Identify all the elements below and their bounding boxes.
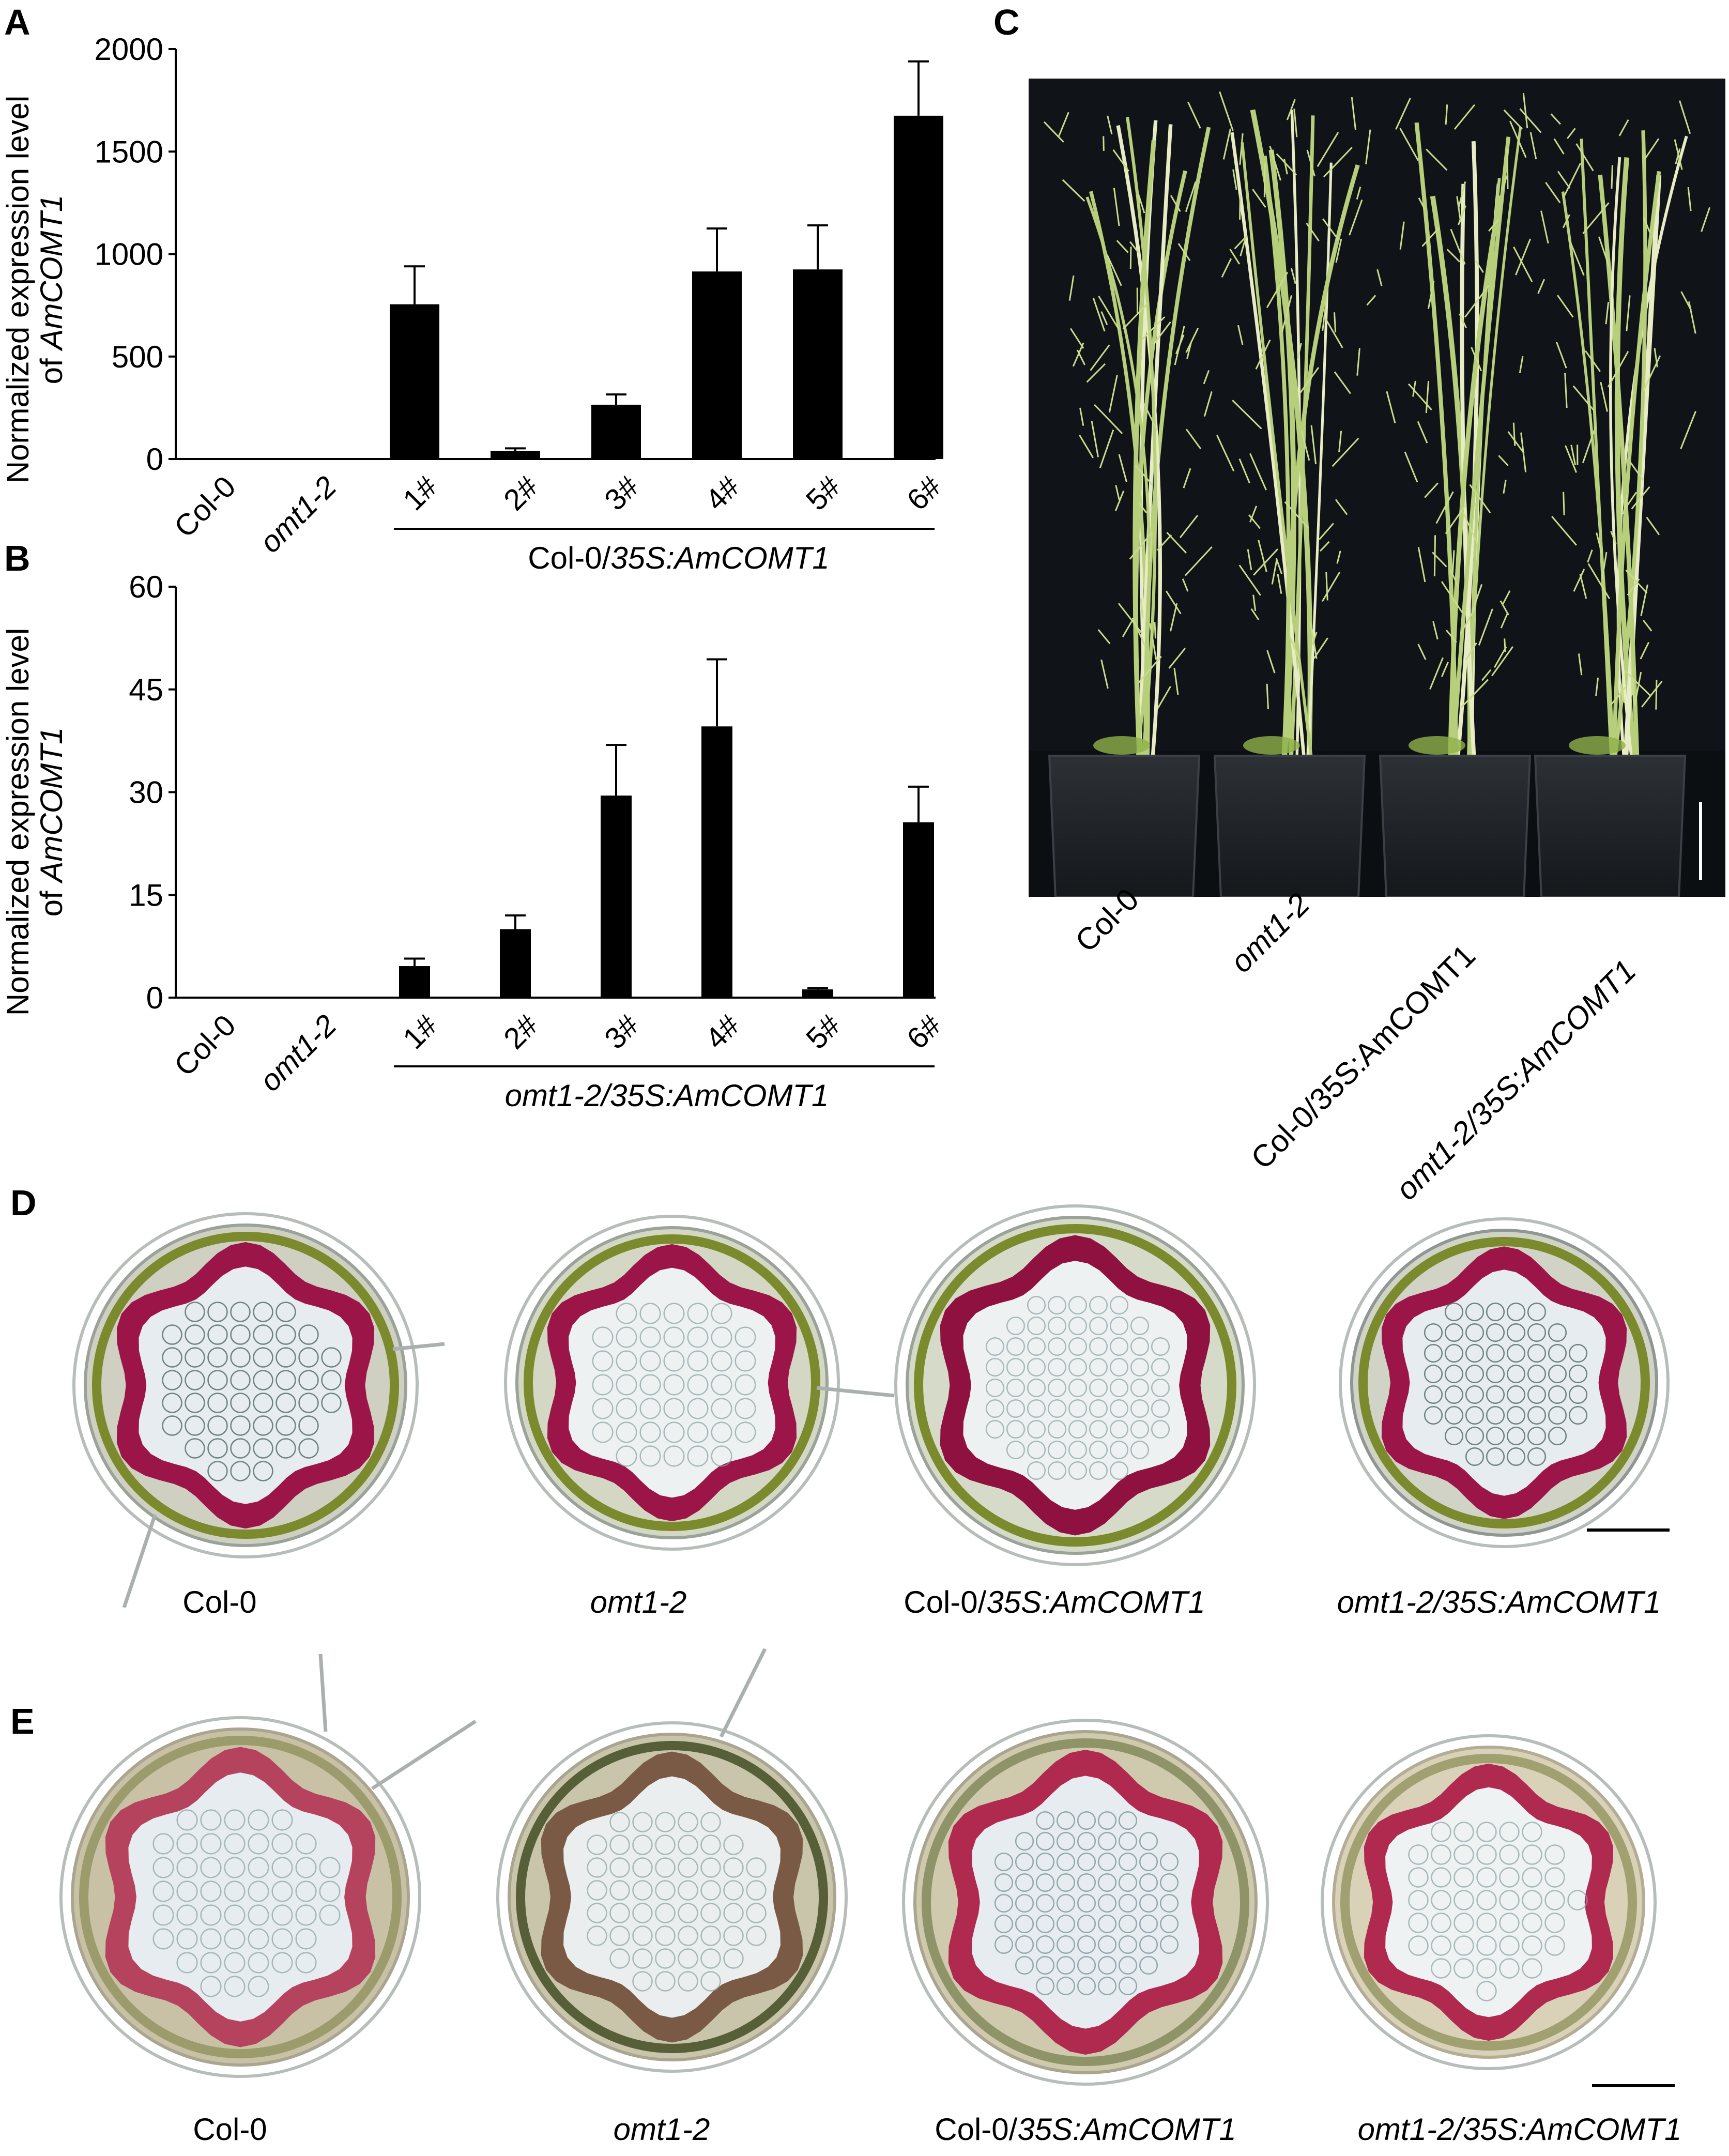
- x-tick-label: omt1-2: [253, 1008, 343, 1098]
- pot-3: [1379, 755, 1532, 897]
- bar-1#: [390, 304, 439, 459]
- panel-e-caption-4: omt1-2/35S:AmCOMT1: [1357, 2112, 1682, 2147]
- plant-3: [1365, 98, 1549, 756]
- x-tick-label: 5#: [800, 1008, 847, 1056]
- x-tick-label: 3#: [598, 470, 646, 517]
- plant-1: [1043, 112, 1244, 756]
- chart-b-group-label: omt1-2/35S:AmCOMT1: [505, 1078, 829, 1113]
- x-tick-label: 6#: [900, 1008, 948, 1056]
- x-tick-label: 1#: [396, 1008, 444, 1056]
- panel-e-caption-2: omt1-2: [613, 2112, 710, 2147]
- x-tick-label: 2#: [497, 470, 545, 517]
- plant-2: [1187, 91, 1376, 756]
- panel-e-micrographs: [59, 1648, 1675, 2087]
- pot-2: [1213, 755, 1366, 897]
- y-tick-label: 0: [146, 981, 163, 1015]
- chart-b-ylabel-line2: of AmCOMT1: [34, 727, 69, 917]
- x-tick-label: Col-0: [168, 1008, 242, 1083]
- bar-3#: [591, 404, 641, 459]
- chart-b-ylabel-line1: Normalized expression level: [1, 628, 35, 1016]
- stem-section-d-col0-35s: [816, 1204, 1256, 1566]
- bar-2#: [491, 451, 540, 459]
- y-tick-label: 15: [129, 878, 163, 912]
- y-tick-label: 0: [146, 442, 163, 477]
- panel-d-caption-3: Col-0/35S:AmCOMT1: [904, 1585, 1205, 1619]
- y-tick-label: 30: [129, 775, 163, 810]
- stem-section-d-col0: [72, 1212, 445, 1608]
- panel-letter-a: A: [4, 2, 30, 42]
- y-tick-label: 1000: [95, 237, 163, 272]
- panel-d-micrographs: [72, 1204, 1670, 1608]
- stem-section-e-omt1-2: [496, 1648, 848, 2073]
- panel-d-caption-1: Col-0: [182, 1585, 257, 1619]
- y-tick-label: 500: [112, 340, 163, 374]
- chart-b: Normalized expression level of AmCOMT1 0…: [1, 570, 948, 1113]
- x-tick-label: 6#: [900, 470, 948, 517]
- panel-letter-b: B: [4, 538, 30, 578]
- panel-e-caption-1: Col-0: [193, 2112, 267, 2147]
- bar-1#: [399, 966, 430, 998]
- bar-3#: [601, 796, 632, 998]
- x-tick-label: Col-0: [168, 470, 242, 544]
- stem-section-d-omt1-2: [504, 1215, 840, 1551]
- panel-letter-d: D: [10, 1183, 37, 1223]
- x-tick-label: 4#: [699, 470, 746, 517]
- stem-section-d-omt1-2-35s: [1339, 1217, 1670, 1548]
- bar-5#: [793, 269, 843, 459]
- plant-photo-drawing: [1029, 79, 1725, 897]
- y-tick-label: 60: [129, 570, 163, 604]
- bar-4#: [692, 271, 742, 459]
- chart-a-ylabel-line1: Normalized expression level: [1, 96, 35, 483]
- bar-6#: [903, 822, 934, 998]
- y-tick-label: 1500: [95, 134, 163, 169]
- chart-a-group-label: Col-0/35S:AmCOMT1: [528, 541, 830, 575]
- bar-5#: [802, 989, 833, 998]
- stem-section-e-col0-35s: [902, 1719, 1269, 2086]
- x-tick-label: 4#: [699, 1008, 746, 1056]
- y-tick-label: 2000: [95, 32, 163, 67]
- pot-1: [1048, 755, 1201, 897]
- chart-a-ylabel-line2: of AmCOMT1: [34, 195, 69, 385]
- stem-section-e-omt1-2-35s: [1321, 1734, 1657, 2070]
- plant-photo: [1029, 79, 1725, 897]
- x-tick-label: 3#: [598, 1008, 646, 1056]
- panel-d-caption-2: omt1-2: [590, 1585, 687, 1619]
- panel-d-caption-4: omt1-2/35S:AmCOMT1: [1337, 1585, 1661, 1619]
- chart-a: Normalized expression level of AmCOMT1 0…: [1, 32, 948, 575]
- pot-4: [1534, 755, 1687, 897]
- panel-letter-e: E: [10, 1701, 35, 1741]
- x-tick-label: 1#: [396, 470, 444, 517]
- plant-4: [1522, 93, 1711, 756]
- bar-4#: [701, 726, 732, 998]
- stem-section-e-col0: [59, 1654, 477, 2078]
- bar-6#: [894, 115, 943, 460]
- panel-c-label-omt1-2: omt1-2: [1223, 886, 1317, 980]
- x-tick-label: 2#: [497, 1008, 545, 1056]
- bar-2#: [500, 929, 531, 998]
- panel-letter-c: C: [993, 2, 1020, 42]
- panel-e-caption-3: Col-0/35S:AmCOMT1: [935, 2112, 1236, 2147]
- x-tick-label: 5#: [800, 470, 847, 517]
- y-tick-label: 45: [129, 672, 163, 707]
